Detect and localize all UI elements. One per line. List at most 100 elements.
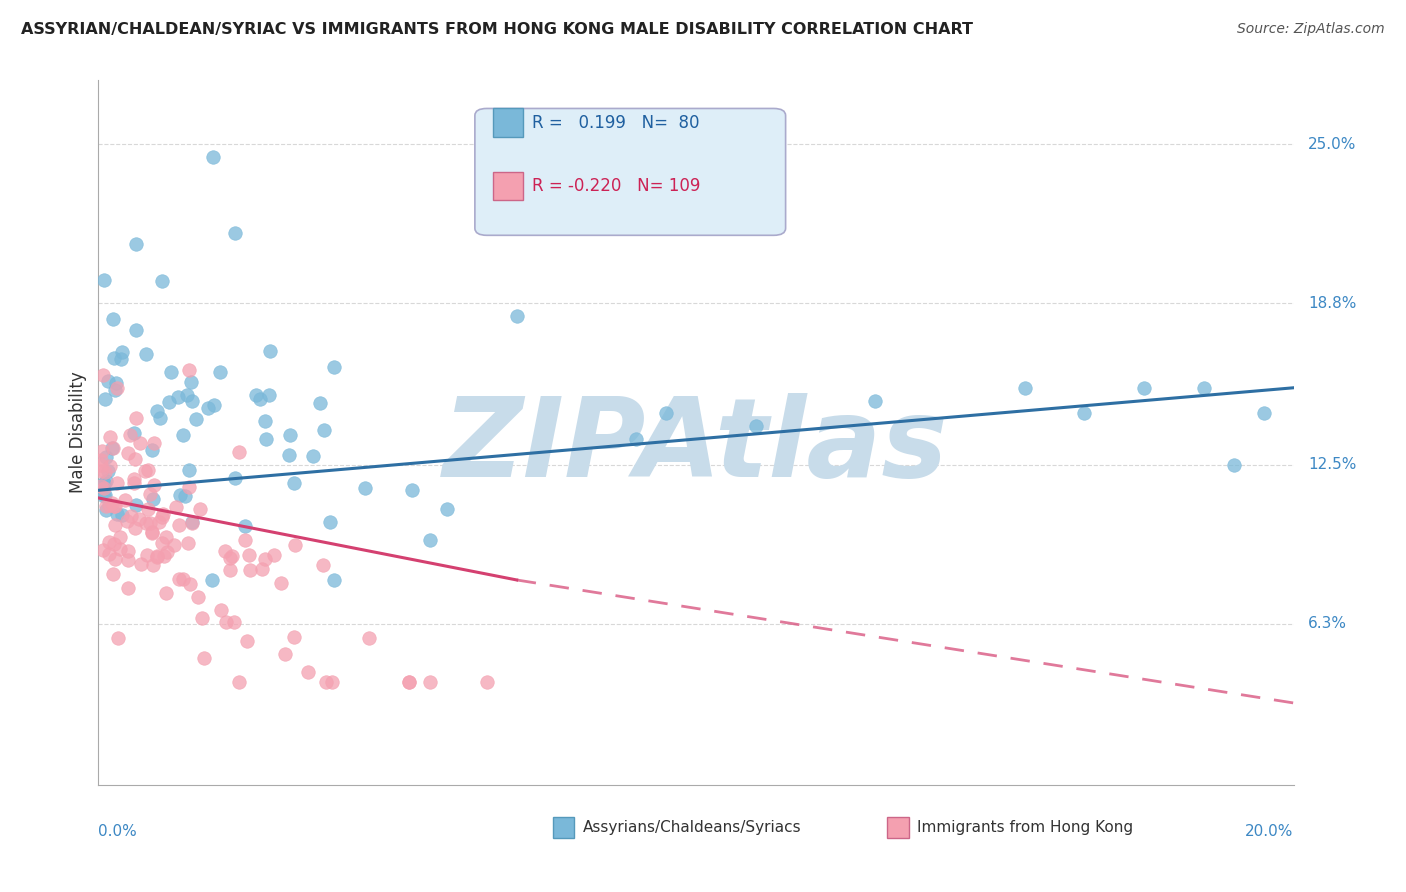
Point — [221, 549, 243, 563]
Point — [98, 430, 121, 444]
Point — [172, 573, 194, 587]
Point — [250, 561, 273, 575]
Point — [321, 675, 343, 690]
Text: R = -0.220   N= 109: R = -0.220 N= 109 — [533, 177, 700, 195]
Point — [193, 650, 215, 665]
Point — [93, 465, 115, 479]
Point — [94, 474, 117, 488]
Point — [108, 530, 131, 544]
Text: ASSYRIAN/CHALDEAN/SYRIAC VS IMMIGRANTS FROM HONG KONG MALE DISABILITY CORRELATIO: ASSYRIAN/CHALDEAN/SYRIAC VS IMMIGRANTS F… — [21, 22, 973, 37]
Point — [98, 459, 121, 474]
Point — [319, 516, 342, 530]
Point — [91, 443, 114, 458]
Text: 18.8%: 18.8% — [1308, 296, 1357, 310]
Point — [179, 480, 201, 494]
Point — [190, 502, 212, 516]
Point — [322, 573, 344, 587]
Point — [1192, 381, 1215, 395]
Point — [143, 436, 166, 450]
Point — [125, 236, 148, 251]
Point — [233, 533, 256, 547]
Point — [228, 675, 250, 690]
Point — [156, 545, 179, 559]
Point — [228, 444, 250, 458]
Point — [94, 502, 117, 516]
Point — [419, 533, 441, 548]
Point — [115, 514, 138, 528]
Y-axis label: Male Disability: Male Disability — [69, 372, 87, 493]
Point — [263, 549, 285, 563]
Bar — [887, 817, 908, 838]
Point — [1014, 381, 1036, 395]
Point — [104, 551, 127, 566]
Point — [357, 631, 380, 645]
Text: 20.0%: 20.0% — [1246, 823, 1294, 838]
Point — [107, 631, 129, 645]
Point — [136, 463, 159, 477]
Point — [179, 577, 201, 591]
Point — [103, 312, 125, 326]
Point — [141, 443, 163, 458]
Point — [97, 498, 120, 512]
Point — [202, 150, 225, 164]
Point — [270, 575, 292, 590]
Text: 25.0%: 25.0% — [1308, 136, 1357, 152]
Point — [97, 374, 120, 388]
Point — [117, 582, 139, 596]
Point — [142, 477, 165, 491]
Point — [153, 549, 176, 564]
Point — [475, 675, 498, 690]
Point — [114, 493, 136, 508]
Point — [120, 428, 142, 442]
Point — [103, 351, 125, 365]
Point — [134, 464, 156, 478]
Point — [655, 406, 678, 420]
Point — [146, 550, 169, 565]
Point — [218, 550, 240, 565]
Point — [253, 552, 276, 566]
Point — [150, 509, 173, 524]
Point — [97, 547, 120, 561]
Bar — [553, 817, 574, 838]
Point — [150, 274, 173, 288]
Point — [224, 471, 246, 485]
Point — [105, 376, 128, 391]
Text: 0.0%: 0.0% — [98, 823, 138, 838]
Point — [93, 476, 115, 491]
Point — [167, 572, 190, 586]
Point — [1073, 406, 1095, 420]
Point — [208, 365, 231, 379]
Text: 12.5%: 12.5% — [1308, 458, 1357, 472]
Point — [865, 393, 887, 408]
Point — [93, 273, 115, 287]
Bar — [494, 172, 523, 200]
Point — [245, 388, 267, 402]
Point — [308, 396, 330, 410]
Point — [104, 499, 127, 513]
Point — [187, 591, 209, 605]
Point — [302, 449, 325, 463]
Point — [401, 483, 423, 497]
Text: Source: ZipAtlas.com: Source: ZipAtlas.com — [1237, 22, 1385, 37]
Point — [169, 488, 191, 502]
Point — [253, 415, 276, 429]
Point — [177, 536, 200, 550]
Point — [181, 393, 204, 408]
Point — [93, 489, 115, 503]
Point — [101, 566, 124, 581]
Point — [124, 521, 146, 535]
Point — [626, 432, 648, 446]
Point — [93, 392, 115, 406]
Point — [124, 323, 146, 337]
Point — [111, 345, 134, 359]
Point — [122, 425, 145, 440]
Point — [191, 611, 214, 625]
Point — [202, 399, 225, 413]
Point — [284, 538, 307, 552]
Point — [93, 475, 115, 490]
Point — [128, 512, 150, 526]
Point — [138, 502, 160, 516]
Point — [145, 404, 167, 418]
Point — [101, 441, 124, 455]
Point — [315, 675, 337, 690]
